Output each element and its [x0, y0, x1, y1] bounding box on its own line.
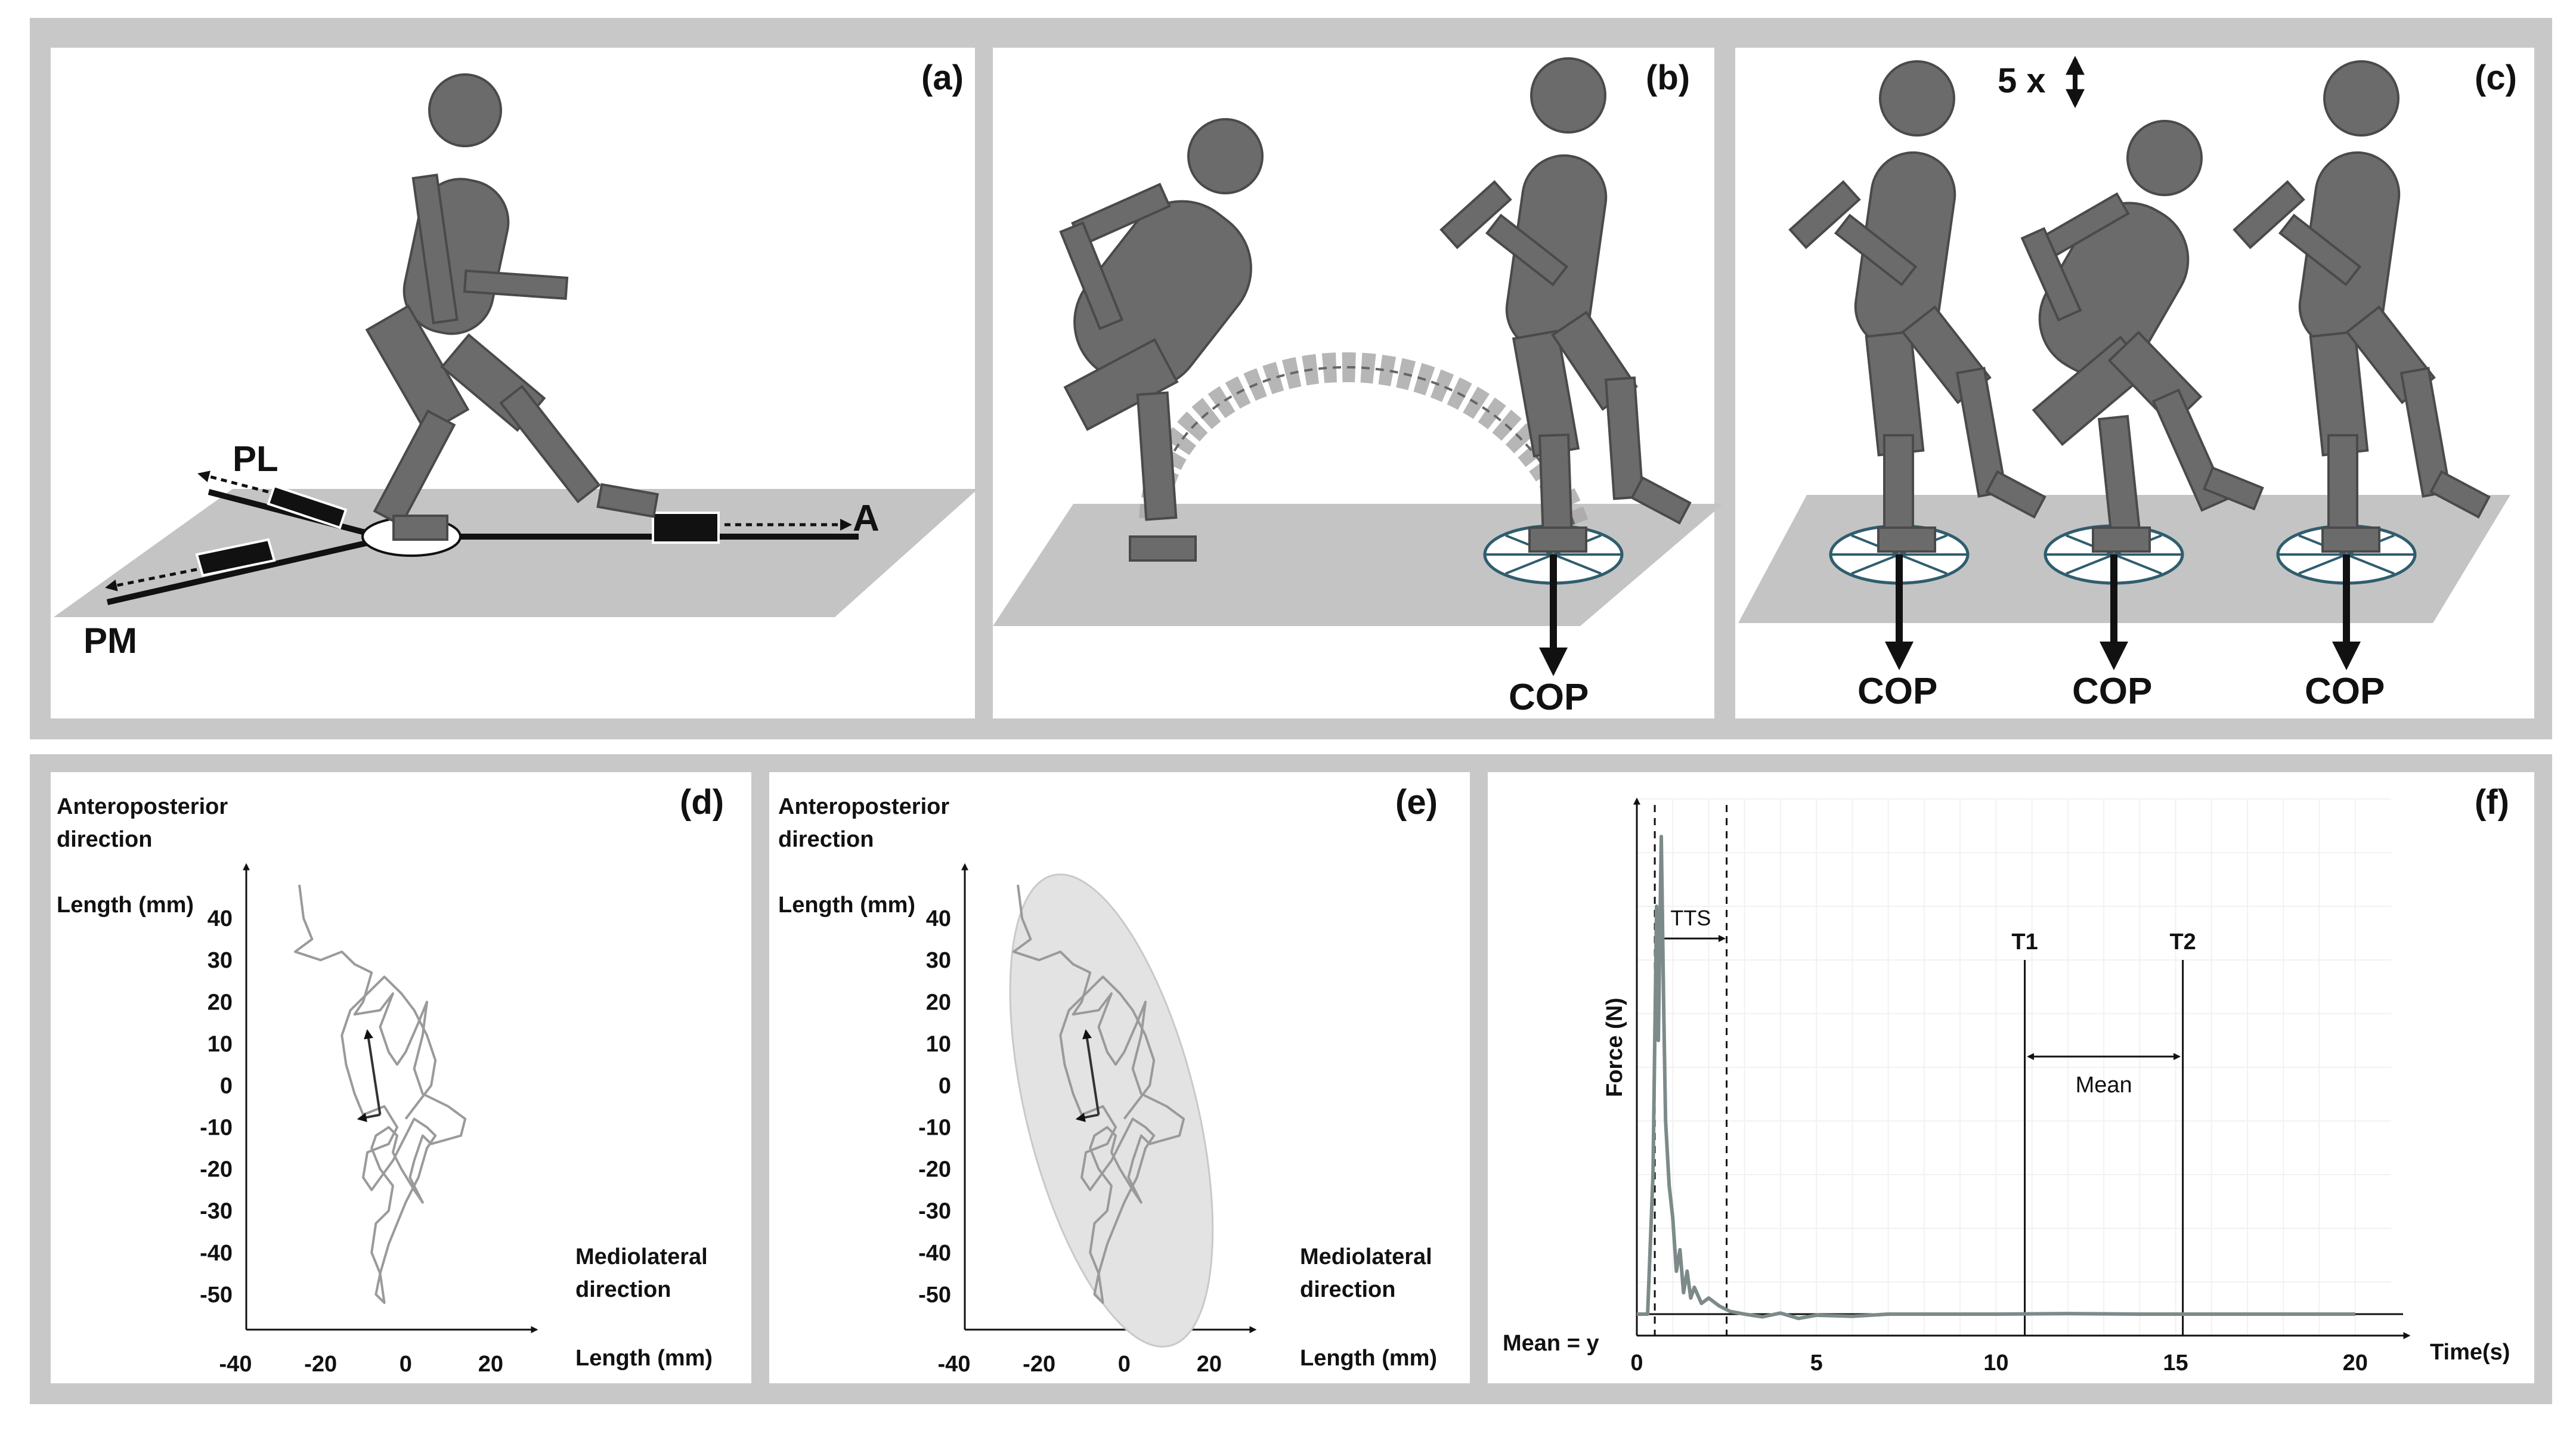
d-ytick: 10	[208, 1032, 233, 1057]
e-xtick: -40	[938, 1352, 971, 1377]
e-ytick: 20	[926, 990, 951, 1015]
e-ytick: 0	[939, 1073, 951, 1098]
panel-e-label: (e)	[1395, 783, 1438, 822]
e-xlabel-top: Mediolateral	[1300, 1244, 1432, 1269]
d-ylabel-top: Anteroposterior	[57, 794, 228, 819]
slider-pl	[267, 484, 348, 529]
slider-pm	[195, 538, 276, 577]
f-mean-label: Mean = y	[1503, 1331, 1599, 1356]
cop-label-c1: COP	[1857, 671, 1937, 712]
f-xlabel: Time(s)	[2430, 1340, 2510, 1365]
e-ytick: -20	[918, 1157, 951, 1182]
panel-a: (a) PL A PM	[51, 48, 978, 718]
force-time-plot: TTS T1 T2 Mean 0 5 10 15 20	[1630, 797, 2411, 1376]
e-ytick: -30	[918, 1199, 951, 1224]
e-ytick: 40	[926, 906, 951, 931]
f-xtick: 15	[2163, 1351, 2188, 1376]
floor-plate-a	[54, 489, 978, 617]
e-ytick: -10	[918, 1116, 951, 1141]
d-ytick: 40	[208, 906, 233, 931]
e-xlabel-second: direction	[1300, 1277, 1395, 1302]
panel-c-label: (c)	[2475, 58, 2517, 97]
d-ytick: -30	[200, 1199, 233, 1224]
panel-d-label: (d)	[680, 783, 724, 822]
e-ylabel-unit: Length (mm)	[778, 893, 915, 918]
panel-f-label: (f)	[2475, 783, 2509, 822]
e-ytick: 10	[926, 1032, 951, 1057]
d-xtick: 20	[478, 1352, 503, 1377]
e-xtick: 20	[1197, 1352, 1222, 1377]
cop-label-c3: COP	[2305, 671, 2385, 712]
f-ylabel: Force (N)	[1602, 998, 1627, 1097]
d-ml-vector	[357, 1113, 380, 1122]
panel-b: (b) COP	[993, 48, 1723, 718]
e-ytick: -40	[918, 1241, 951, 1266]
e-ylabel-top: Anteroposterior	[778, 794, 949, 819]
f-xtick: 5	[1810, 1351, 1823, 1376]
label-pl: PL	[233, 439, 278, 479]
e-ytick: -50	[918, 1283, 951, 1308]
e-ylabel-second: direction	[778, 827, 874, 852]
d-cop-trace	[293, 884, 467, 1304]
e-xlabel-unit: Length (mm)	[1300, 1346, 1437, 1371]
d-xlabel-unit: Length (mm)	[575, 1346, 713, 1371]
panel-c: (c) 5 x COP COP COP	[1735, 48, 2534, 718]
arrow-pm	[105, 568, 197, 591]
panel-b-label: (b)	[1646, 58, 1690, 97]
panel-d: (d) Anteroposterior direction Length (mm…	[51, 772, 751, 1383]
e-ml-vector	[1075, 1113, 1099, 1122]
d-ytick: -50	[200, 1283, 233, 1308]
person-land-b	[1439, 57, 1692, 553]
panel-a-label: (a)	[921, 58, 964, 97]
panel-e: (e) Anteroposterior direction Length (mm…	[769, 772, 1470, 1383]
d-ylabel-second: direction	[57, 827, 152, 852]
d-ytick: 0	[220, 1073, 233, 1098]
f-force-series	[1637, 835, 2355, 1321]
f-xtick: 0	[1630, 1351, 1643, 1376]
cop-label-b: COP	[1509, 677, 1589, 718]
d-xtick: -20	[304, 1352, 337, 1377]
f-t2-label: T2	[2169, 930, 2196, 955]
label-a: A	[853, 498, 880, 539]
d-xlabel-top: Mediolateral	[575, 1244, 708, 1269]
d-ytick: -10	[200, 1116, 233, 1141]
cop-label-c2: COP	[2072, 671, 2152, 712]
e-xtick: 0	[1118, 1352, 1131, 1377]
cop-trace-plot-e: 40 30 20 10 0 -10 -20 -30 -40 -50 -40 -20 0 20	[918, 863, 1257, 1377]
e-xtick: -20	[1023, 1352, 1055, 1377]
label-pm: PM	[83, 621, 137, 661]
posteromedial-line	[106, 537, 383, 605]
e-ytick: 30	[926, 948, 951, 973]
d-ytick: 30	[208, 948, 233, 973]
d-xtick: -40	[219, 1352, 252, 1377]
person-crouch-b	[1059, 118, 1264, 562]
slider-a	[652, 512, 720, 544]
repeat-label: 5 x	[1998, 61, 2046, 100]
panel-f: (f) TTS T1 T2 Mean 0 5 10 15 20 Force (N) Time(s…	[1488, 772, 2534, 1383]
d-ytick: -20	[200, 1157, 233, 1182]
e-cop-trace	[1012, 884, 1185, 1304]
posterolateral-line	[208, 489, 371, 537]
f-window-label: Mean	[2076, 1073, 2132, 1098]
f-tts-label: TTS	[1670, 906, 1711, 930]
arrow-pl	[197, 470, 269, 494]
person-c2	[2020, 120, 2264, 553]
person-c1	[1788, 60, 2046, 553]
d-xlabel-second: direction	[575, 1277, 671, 1302]
d-xtick: 0	[400, 1352, 412, 1377]
person-figure-a	[365, 73, 660, 541]
d-ap-vector	[364, 1029, 382, 1115]
d-ytick: 20	[208, 990, 233, 1015]
e-confidence-ellipse	[1009, 874, 1214, 1348]
d-ylabel-unit: Length (mm)	[57, 893, 194, 918]
f-t1-label: T1	[2011, 930, 2038, 955]
e-ap-vector	[1082, 1029, 1100, 1115]
f-xtick: 20	[2343, 1351, 2368, 1376]
d-ytick: -40	[200, 1241, 233, 1266]
person-c3	[2233, 60, 2491, 553]
cop-trace-plot-d: 40 30 20 10 0 -10 -20 -30 -40 -50 -40 -20 0 20	[200, 863, 538, 1377]
f-xtick: 10	[1983, 1351, 2008, 1376]
